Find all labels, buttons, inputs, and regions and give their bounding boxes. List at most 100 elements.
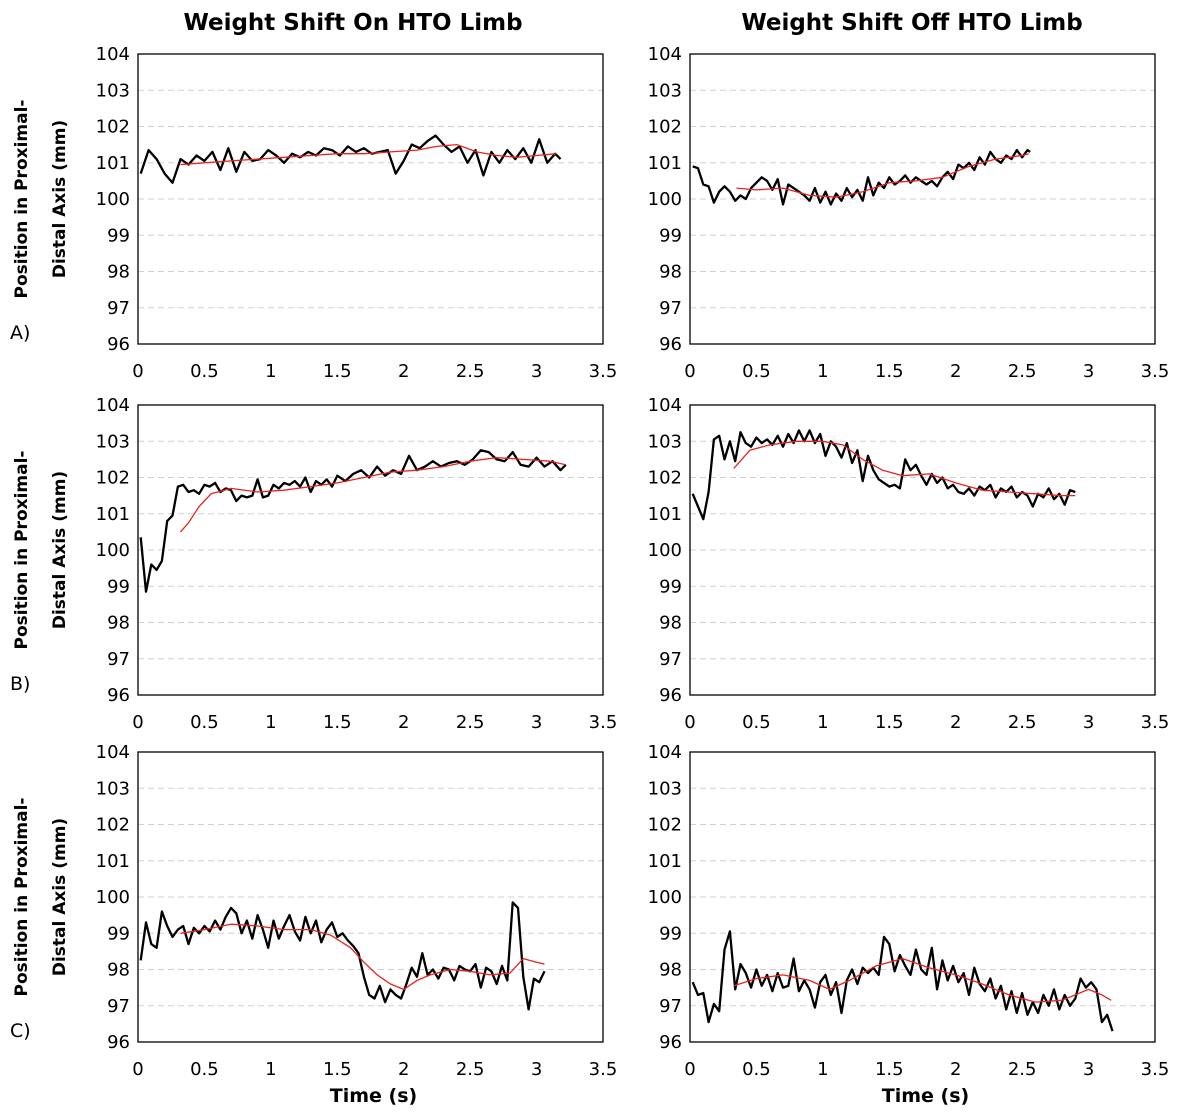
raw-data-line: [139, 901, 546, 1011]
y-tick-label: 104: [648, 44, 682, 65]
chart-panel-B-off: 96 97 98 99 100 101 102 103 104 0 0.5 1 1.5 2 2.5 3 3.5: [648, 395, 1170, 733]
y-tick-label: 97: [659, 649, 682, 670]
x-tick-label: 2.5: [1008, 712, 1037, 733]
y-tick-label: 97: [659, 298, 682, 319]
column-title-right: Weight Shift Off HTO Limb: [741, 10, 1082, 36]
y-axis-label: Position in Proximal- Distal Axis (mm): [12, 798, 70, 997]
plot-area: [137, 404, 604, 696]
x-tick-label: 0: [132, 712, 143, 733]
x-tick-label: 3: [1083, 1059, 1094, 1080]
y-tick-label: 102: [648, 117, 682, 138]
x-tick-label: 2.5: [1008, 1059, 1037, 1080]
x-tick-label: 2: [950, 1059, 961, 1080]
y-tick-label: 104: [96, 742, 130, 763]
chart-panel-C-off: 96 97 98 99 100 101 102 103 104 0 0.5 1 1.5 2 2.5 3 3.5 T…: [648, 742, 1170, 1107]
x-tick-label: 1.5: [875, 361, 904, 382]
y-tick-label: 103: [648, 431, 682, 452]
x-tick-label: 2.5: [456, 361, 485, 382]
x-tick-label: 2.5: [456, 712, 485, 733]
raw-data-line: [691, 429, 1076, 521]
y-tick-label: 99: [107, 923, 130, 944]
x-axis-label: Time (s): [882, 1085, 969, 1107]
x-tick-label: 3.5: [589, 361, 618, 382]
chart-panel-A-off: 96 97 98 99 100 101 102 103 104 0 0.5 1 1.5 2 2.5 3 3.5: [648, 44, 1170, 382]
y-tick-label: 96: [107, 334, 130, 355]
x-tick-label: 2: [398, 361, 409, 382]
x-tick-label: 1.5: [323, 712, 352, 733]
row-label: A): [10, 322, 30, 344]
x-tick-label: 0: [132, 361, 143, 382]
y-tick-label: 98: [107, 262, 130, 283]
x-tick-label: 0.5: [190, 361, 219, 382]
x-tick-label: 0.5: [742, 1059, 771, 1080]
raw-data-line: [139, 449, 567, 593]
x-tick-label: 1: [265, 712, 276, 733]
x-tick-label: 3.5: [1141, 361, 1170, 382]
y-tick-label: 100: [648, 540, 682, 561]
x-tick-label: 0: [684, 361, 695, 382]
y-tick-label: 100: [648, 887, 682, 908]
plot-area: [689, 751, 1156, 1043]
y-tick-label: 100: [648, 189, 682, 210]
x-tick-label: 1.5: [323, 361, 352, 382]
moving-average-line: [736, 153, 1029, 198]
chart-panel-B-on: 96 97 98 99 100 101 102 103 104 0 0.5 1 1.5 2 2.5 3 3.5 P…: [10, 395, 617, 733]
x-tick-label: 0: [684, 712, 695, 733]
y-tick-label: 102: [96, 815, 130, 836]
x-tick-label: 0: [684, 1059, 695, 1080]
y-tick-label: 96: [659, 334, 682, 355]
y-tick-label: 97: [107, 649, 130, 670]
y-tick-label: 98: [659, 960, 682, 981]
y-tick-label: 103: [96, 431, 130, 452]
x-tick-label: 3: [531, 361, 542, 382]
x-tick-label: 2: [950, 361, 961, 382]
x-tick-label: 0.5: [190, 1059, 219, 1080]
y-tick-label: 104: [648, 395, 682, 416]
x-tick-label: 1: [265, 361, 276, 382]
y-tick-label: 104: [96, 395, 130, 416]
y-tick-label: 98: [107, 960, 130, 981]
x-tick-label: 3.5: [589, 712, 618, 733]
x-tick-label: 2: [950, 712, 961, 733]
x-tick-label: 1.5: [875, 1059, 904, 1080]
x-tick-label: 2.5: [1008, 361, 1037, 382]
y-axis-label: Position in Proximal- Distal Axis (mm): [12, 451, 70, 650]
y-tick-label: 99: [107, 225, 130, 246]
y-tick-label: 101: [648, 851, 682, 872]
x-tick-label: 3: [531, 1059, 542, 1080]
raw-data-line: [691, 930, 1114, 1032]
y-tick-label: 97: [107, 996, 130, 1017]
raw-data-line: [139, 134, 562, 184]
y-tick-label: 98: [659, 262, 682, 283]
y-tick-label: 104: [96, 44, 130, 65]
chart-panel-C-on: 96 97 98 99 100 101 102 103 104 0 0.5 1 1.5 2 2.5 3 3.5 P…: [10, 742, 617, 1107]
column-title-left: Weight Shift On HTO Limb: [183, 10, 522, 36]
y-tick-label: 102: [96, 117, 130, 138]
y-tick-label: 103: [96, 80, 130, 101]
y-tick-label: 101: [96, 851, 130, 872]
y-tick-label: 98: [659, 613, 682, 634]
x-tick-label: 1: [817, 361, 828, 382]
y-tick-label: 96: [659, 1032, 682, 1053]
x-tick-label: 3: [531, 712, 542, 733]
x-axis-label: Time (s): [330, 1085, 417, 1107]
chart-panel-A-on: 96 97 98 99 100 101 102 103 104 0 0.5 1 1.5 2 2.5 3 3.5 P…: [10, 44, 617, 382]
x-tick-label: 0.5: [190, 712, 219, 733]
x-tick-label: 3.5: [589, 1059, 618, 1080]
y-tick-label: 102: [648, 815, 682, 836]
y-tick-label: 104: [648, 742, 682, 763]
plot-area: [137, 751, 604, 1043]
y-axis-label: Position in Proximal- Distal Axis (mm): [12, 100, 70, 299]
y-tick-label: 99: [659, 923, 682, 944]
y-tick-label: 99: [107, 576, 130, 597]
row-label: C): [10, 1020, 31, 1042]
moving-average-line: [180, 923, 545, 991]
y-tick-label: 99: [659, 576, 682, 597]
plot-area: [689, 404, 1156, 696]
y-tick-label: 96: [107, 1032, 130, 1053]
x-tick-label: 2: [398, 1059, 409, 1080]
x-tick-label: 0.5: [742, 361, 771, 382]
moving-average-line: [180, 143, 557, 166]
